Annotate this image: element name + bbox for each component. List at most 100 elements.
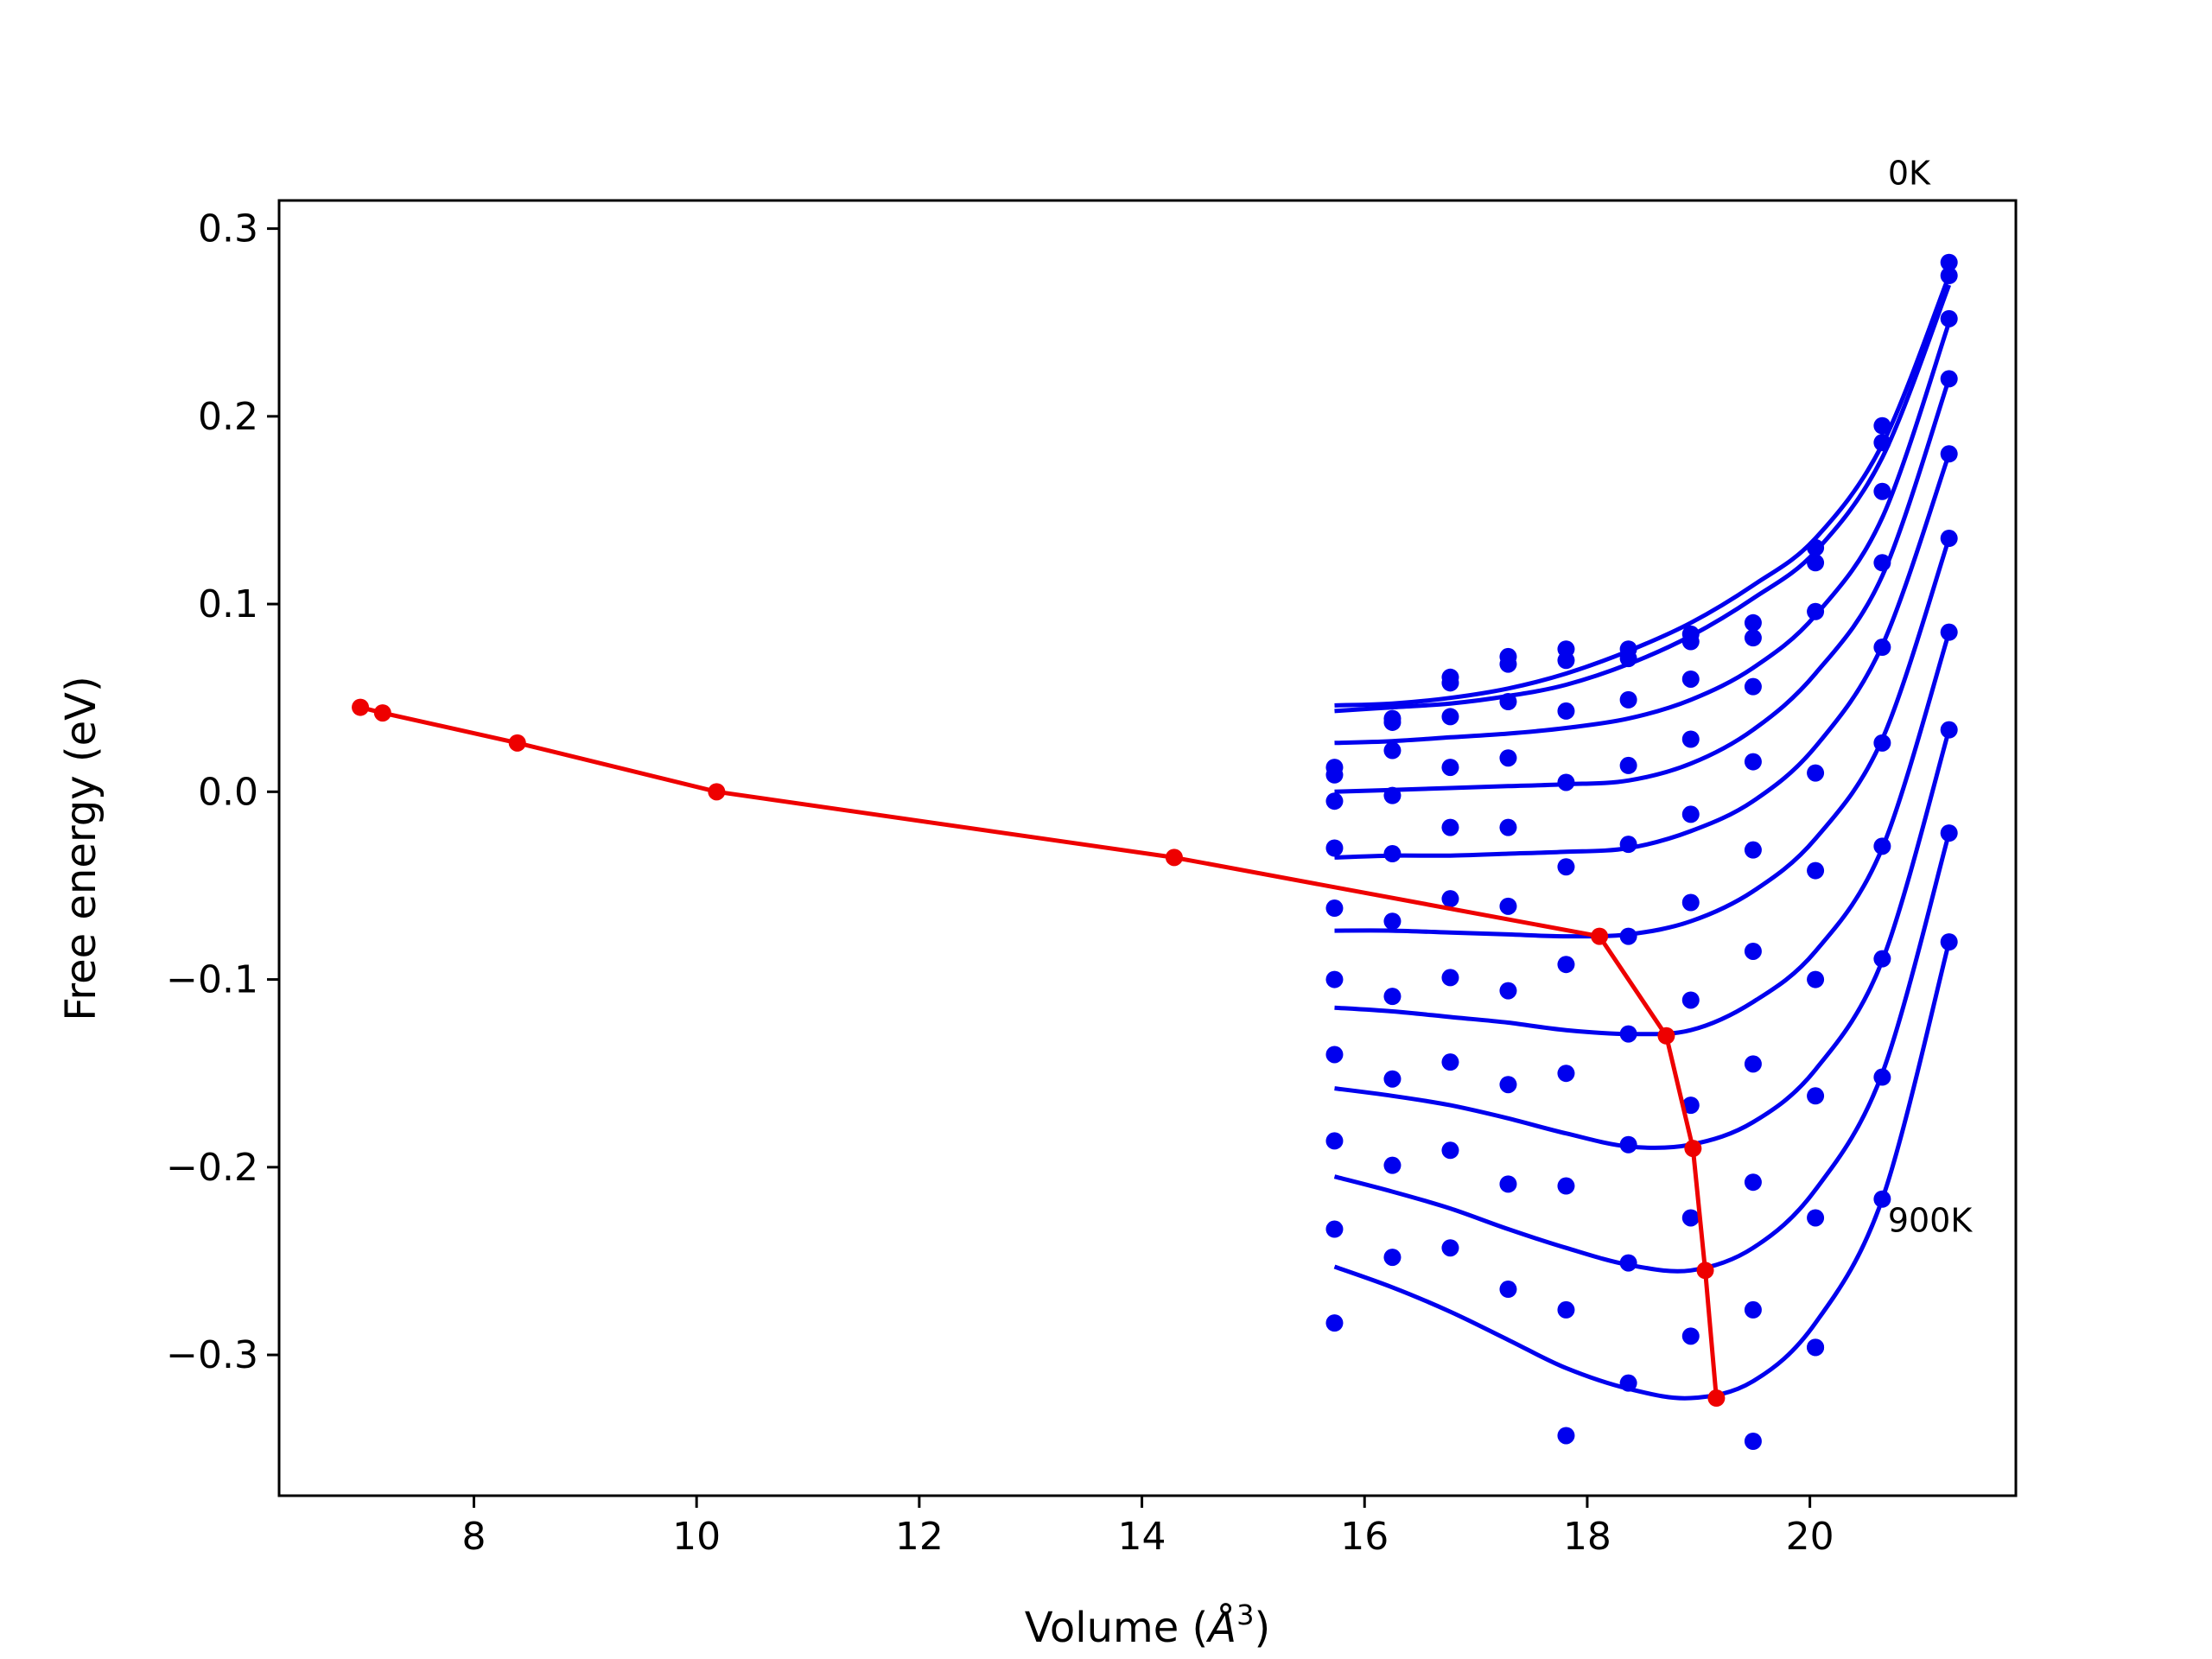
isotherm-data-point <box>1681 991 1700 1009</box>
isotherm-data-point <box>1873 950 1891 968</box>
temperature-annotation: 0K <box>1888 154 1931 192</box>
isotherm-data-point <box>1499 749 1517 767</box>
isotherm-fit-line <box>1334 274 1952 708</box>
axis-ticks: 8 10 12 14 16 18 20 −0.3 −0.2 −0.1 0.0 0.1 0.2 0.3 <box>166 207 1834 1559</box>
minimum-path-point <box>373 704 391 722</box>
isotherm-data-point <box>1499 1281 1517 1299</box>
isotherm-data-point <box>1383 912 1402 931</box>
isotherm-data-point <box>1557 702 1575 720</box>
isotherm-data-point <box>1681 670 1700 688</box>
isotherm-data-point <box>1499 655 1517 673</box>
isotherm-data-point <box>1681 1327 1700 1345</box>
isotherm-data-point <box>1619 927 1637 945</box>
isotherm-data-point <box>1557 652 1575 670</box>
minimum-path-point <box>1591 927 1609 945</box>
isotherm-data-point <box>1383 741 1402 760</box>
isotherm-data-point <box>1807 538 1825 556</box>
minimum-path-point <box>352 698 370 716</box>
isotherm-data-point <box>1441 1239 1459 1257</box>
isotherm-data-point <box>1619 836 1637 854</box>
isotherm-data-point <box>1383 786 1402 804</box>
isotherm-data-point <box>1619 1025 1637 1043</box>
isotherm-data-point <box>1325 1220 1344 1238</box>
isotherm-data-point <box>1940 623 1958 641</box>
annotations: 0K 900K <box>1888 154 1974 1239</box>
isotherm-data-point <box>1940 309 1958 327</box>
isotherm-data-point <box>1557 858 1575 876</box>
isotherm-fit-line <box>1334 378 1952 794</box>
isotherm-data-point <box>1441 1053 1459 1071</box>
isotherm-data-point <box>1807 602 1825 620</box>
isotherm-data-point <box>1499 1076 1517 1094</box>
y-tick-label: −0.2 <box>166 1146 258 1190</box>
isotherm-data-point <box>1873 734 1891 752</box>
isotherm-fit-line <box>1334 453 1952 860</box>
isotherm-data-point <box>1499 693 1517 711</box>
isotherm-data-point <box>1807 554 1825 572</box>
isotherm-data-point <box>1441 708 1459 726</box>
plot-content <box>352 253 1958 1450</box>
isotherm-data-point <box>1681 1096 1700 1115</box>
isotherm-data-point <box>1619 1135 1637 1154</box>
isotherm-data-point <box>1499 982 1517 1000</box>
isotherm-data-point <box>1325 899 1344 918</box>
isotherm-fit-line <box>1334 321 1952 746</box>
isotherm-data-point <box>1744 1173 1762 1192</box>
isotherm-data-point <box>1873 1068 1891 1086</box>
isotherm-data-point <box>1499 818 1517 836</box>
x-tick-label: 14 <box>1118 1515 1166 1559</box>
isotherm-data-point <box>1940 824 1958 842</box>
isotherm-data-point <box>1744 1432 1762 1450</box>
minimum-path-point <box>508 734 526 752</box>
isotherm-data-point <box>1744 942 1762 960</box>
y-tick-label: 0.3 <box>198 207 258 251</box>
isotherm-data-point <box>1940 370 1958 388</box>
minimum-path-point <box>1684 1140 1702 1158</box>
isotherm-data-point <box>1557 773 1575 791</box>
y-tick-label: 0.2 <box>198 395 258 439</box>
isotherm-fit-line <box>1334 728 1952 1150</box>
isotherm-data-point <box>1940 530 1958 548</box>
isotherm-data-point <box>1557 956 1575 974</box>
isotherm-data-point <box>1744 613 1762 632</box>
isotherm-data-point <box>1619 1254 1637 1272</box>
isotherm-fit-line <box>1334 537 1952 939</box>
isotherm-data-point <box>1557 1065 1575 1083</box>
isotherm-data-point <box>1744 841 1762 859</box>
isotherm-data-point <box>1325 970 1344 988</box>
temperature-annotation: 900K <box>1888 1202 1974 1240</box>
x-tick-label: 8 <box>461 1515 486 1559</box>
isotherm-data-point <box>1619 756 1637 774</box>
minimum-path-point <box>1707 1389 1726 1408</box>
minimum-path-point <box>708 783 726 801</box>
minimum-path-line <box>359 705 1719 1399</box>
x-tick-label: 18 <box>1563 1515 1611 1559</box>
isotherm-data-point <box>1873 1190 1891 1208</box>
isotherm-data-point <box>1383 1070 1402 1088</box>
isotherm-data-point <box>1325 766 1344 784</box>
isotherm-data-point <box>1940 721 1958 739</box>
isotherm-data-point <box>1681 730 1700 748</box>
isotherm-data-point <box>1744 677 1762 696</box>
isotherm-data-point <box>1441 1141 1459 1160</box>
x-axis-label: Volume (Å3) <box>1025 1599 1270 1652</box>
isotherm-data-point <box>1873 416 1891 435</box>
isotherm-data-point <box>1681 893 1700 912</box>
isotherm-data-point <box>1807 970 1825 988</box>
isotherm-data-point <box>1325 1132 1344 1150</box>
isotherm-data-point <box>1744 753 1762 771</box>
isotherm-data-point <box>1441 969 1459 987</box>
isotherm-data-point <box>1940 253 1958 271</box>
isotherm-fit-line <box>1334 283 1952 714</box>
x-tick-label: 16 <box>1340 1515 1389 1559</box>
isotherm-data-point <box>1940 933 1958 951</box>
y-tick-label: −0.1 <box>166 958 258 1002</box>
isotherm-data-point <box>1441 759 1459 777</box>
isotherm-data-point <box>1744 1055 1762 1073</box>
isotherm-data-point <box>1807 764 1825 782</box>
isotherm-data-point <box>1807 861 1825 880</box>
isotherm-data-point <box>1873 639 1891 657</box>
isotherm-data-point <box>1873 482 1891 500</box>
isotherm-data-point <box>1807 1338 1825 1357</box>
isotherm-data-point <box>1499 897 1517 915</box>
